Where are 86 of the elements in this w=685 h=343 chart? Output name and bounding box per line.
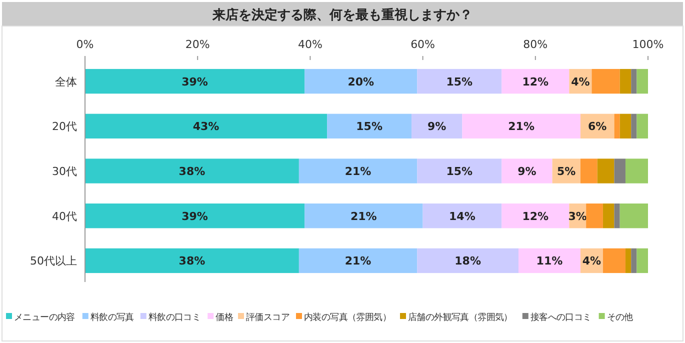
y-tick-label: 20代 bbox=[52, 120, 77, 134]
y-tick-label: 40代 bbox=[52, 210, 77, 223]
data-label: 3% bbox=[568, 210, 587, 223]
data-label: 21% bbox=[344, 254, 372, 268]
bar bbox=[614, 204, 620, 228]
bar bbox=[631, 114, 637, 138]
bar bbox=[85, 158, 299, 184]
bar bbox=[636, 248, 648, 274]
bar bbox=[298, 158, 418, 184]
bar bbox=[625, 248, 632, 274]
bar bbox=[597, 158, 614, 184]
data-label: 38% bbox=[178, 254, 206, 268]
data-label: 18% bbox=[454, 254, 482, 268]
chart-title: 来店を決定する際、何を最も重視しますか？ bbox=[212, 7, 472, 23]
data-label: 20% bbox=[348, 75, 374, 88]
bar bbox=[417, 158, 502, 184]
data-label: 12% bbox=[522, 210, 549, 223]
data-label: 21% bbox=[344, 165, 372, 178]
bar bbox=[631, 68, 637, 94]
data-label: 43% bbox=[192, 120, 220, 134]
data-label: 21% bbox=[508, 120, 534, 134]
bar bbox=[614, 158, 626, 184]
bar bbox=[636, 68, 648, 94]
data-label: 4% bbox=[571, 75, 590, 88]
x-tick-label: 80% bbox=[523, 38, 548, 51]
data-label: 21% bbox=[350, 210, 377, 223]
bar bbox=[502, 204, 570, 228]
bar bbox=[602, 248, 626, 274]
bar bbox=[636, 114, 648, 138]
legend-label: 料飲の口コミ bbox=[148, 312, 201, 323]
data-label: 4% bbox=[582, 254, 602, 268]
bar bbox=[422, 204, 502, 228]
x-tick-label: 40% bbox=[298, 38, 322, 51]
legend-label: 評価スコア bbox=[246, 312, 290, 323]
bar bbox=[85, 204, 305, 228]
data-label: 6% bbox=[588, 120, 607, 134]
bar bbox=[502, 68, 570, 94]
bar bbox=[298, 248, 418, 274]
bar bbox=[620, 68, 632, 94]
data-label: 5% bbox=[557, 165, 576, 178]
legend-label: メニューの内容 bbox=[14, 312, 76, 323]
bar bbox=[502, 158, 552, 184]
legend-label: 価格 bbox=[216, 312, 234, 323]
data-label: 14% bbox=[449, 210, 476, 223]
y-tick-label: 30代 bbox=[52, 165, 77, 178]
bar bbox=[592, 68, 620, 94]
bar bbox=[85, 248, 299, 274]
bar bbox=[518, 248, 580, 274]
data-label: 15% bbox=[446, 165, 473, 178]
legend-label: 料飲の写真 bbox=[90, 312, 134, 323]
data-label: 9% bbox=[428, 120, 446, 134]
legend-label: 接客への口コミ bbox=[530, 312, 592, 323]
legend-label: 内装の写真（雰囲気） bbox=[304, 312, 392, 323]
bar bbox=[417, 248, 519, 274]
legend-label: その他 bbox=[606, 312, 634, 323]
bar bbox=[602, 204, 614, 228]
y-tick-label: 全体 bbox=[55, 75, 77, 88]
bar bbox=[631, 248, 637, 274]
bar bbox=[586, 204, 603, 228]
x-tick-label: 20% bbox=[185, 38, 210, 51]
bar bbox=[417, 68, 502, 94]
data-label: 15% bbox=[356, 120, 382, 134]
y-tick-label: 50代以上 bbox=[30, 254, 77, 268]
bar bbox=[614, 114, 620, 138]
bar bbox=[85, 68, 305, 94]
x-tick-label: 0% bbox=[76, 38, 94, 51]
bar bbox=[620, 114, 632, 138]
bar bbox=[412, 114, 462, 138]
bar bbox=[85, 114, 328, 138]
bar bbox=[327, 114, 412, 138]
bar bbox=[620, 204, 648, 228]
data-label: 38% bbox=[178, 165, 206, 178]
data-label: 9% bbox=[518, 165, 536, 178]
data-label: 39% bbox=[182, 210, 208, 223]
data-label: 11% bbox=[536, 254, 563, 268]
bar bbox=[462, 114, 580, 138]
data-label: 39% bbox=[182, 75, 208, 88]
bar bbox=[580, 158, 598, 184]
x-tick-label: 60% bbox=[410, 38, 436, 51]
data-label: 15% bbox=[446, 75, 473, 88]
bar bbox=[625, 158, 648, 184]
data-label: 12% bbox=[522, 75, 549, 88]
x-tick-label: 100% bbox=[632, 38, 664, 51]
bar bbox=[304, 68, 418, 94]
bar bbox=[304, 204, 423, 228]
legend-label: 店舗の外観写真（雰囲気） bbox=[408, 312, 512, 323]
